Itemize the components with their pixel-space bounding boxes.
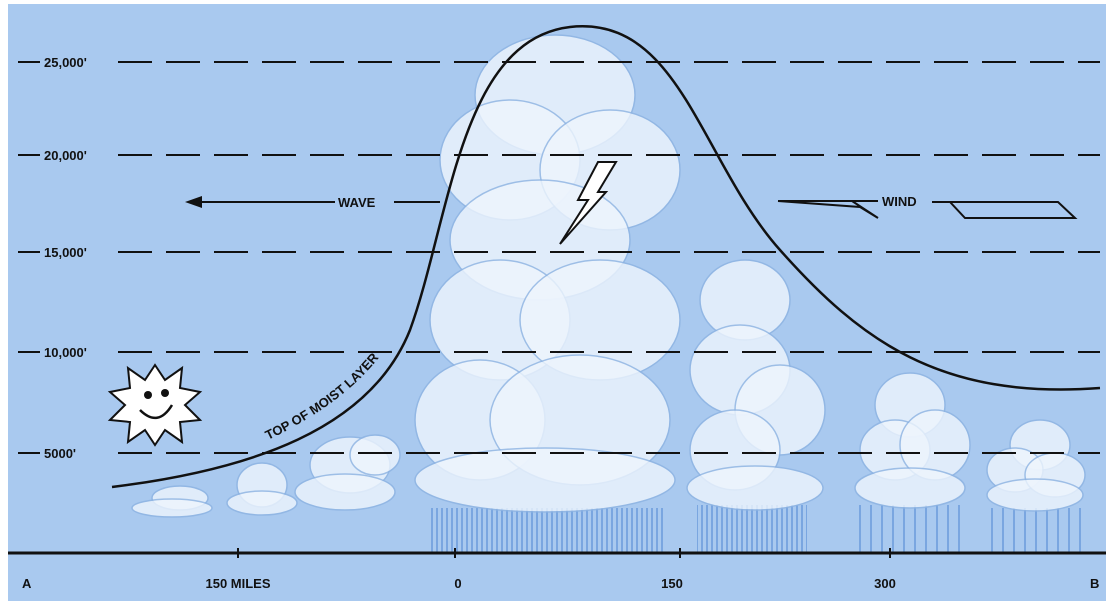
cumulus [986, 419, 1086, 512]
wind-label: WIND [882, 194, 917, 209]
rain [697, 505, 807, 553]
ground-label: B [1090, 576, 1099, 591]
ground-label: 0 [454, 576, 461, 591]
altitude-label: 10,000' [44, 345, 87, 360]
sun-eye [161, 389, 169, 397]
moist-layer-curve [111, 25, 1101, 489]
wind-flag [932, 201, 1078, 219]
ground-label: 150 MILES [205, 576, 270, 591]
sun-eye [144, 391, 152, 399]
wind-barb [777, 200, 879, 219]
sun [107, 363, 203, 447]
arrow-head [185, 196, 202, 208]
lightning [559, 161, 618, 245]
altitude-label: 15,000' [44, 245, 87, 260]
ground-label: 300 [874, 576, 896, 591]
cumulus [686, 259, 826, 511]
rain [852, 505, 962, 553]
altitude-label: 5000' [44, 446, 76, 461]
ground-label: 150 [661, 576, 683, 591]
cumulus [854, 372, 971, 509]
altitude-lines [18, 61, 1100, 454]
altitude-label: 25,000' [44, 55, 87, 70]
rain [985, 508, 1085, 553]
ground-label: A [22, 576, 32, 591]
rain [428, 508, 663, 553]
sun-smile [139, 404, 174, 419]
cumulus [131, 434, 401, 518]
wave-label: WAVE [338, 195, 376, 210]
altitude-label: 20,000' [44, 148, 87, 163]
